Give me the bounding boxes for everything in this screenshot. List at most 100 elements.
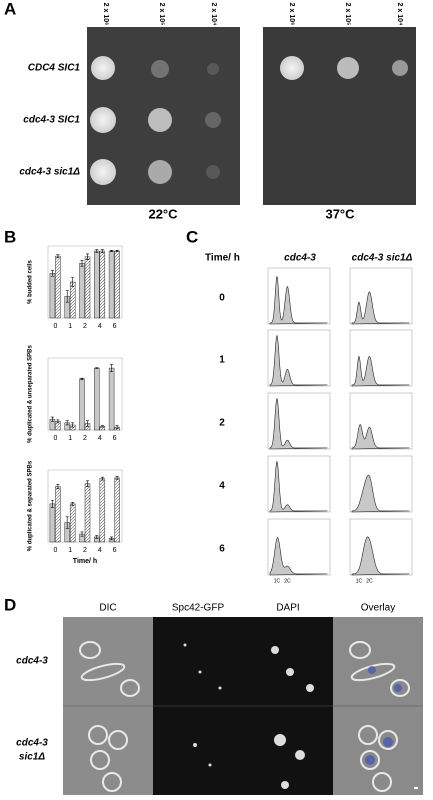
strain-label: sic1Δ bbox=[19, 752, 45, 763]
channel-label: DAPI bbox=[276, 603, 299, 614]
histogram-frame bbox=[349, 267, 413, 325]
error-bar bbox=[86, 480, 89, 487]
error-bar bbox=[56, 254, 60, 258]
error-bar bbox=[80, 531, 84, 537]
dilution-label: 2 x 10⁶ bbox=[288, 3, 295, 26]
error-bar bbox=[56, 419, 60, 424]
dilution-label: 2 x 10⁶ bbox=[102, 3, 109, 26]
strain-label: cdc4-3 SIC1 bbox=[23, 115, 80, 126]
histogram-frame bbox=[267, 455, 331, 513]
cells bbox=[79, 641, 410, 792]
error-bar bbox=[80, 260, 84, 267]
time-label: 2 bbox=[219, 418, 225, 429]
error-bar bbox=[95, 367, 99, 369]
error-bar bbox=[115, 250, 119, 253]
error-bar bbox=[86, 253, 89, 260]
error-bar bbox=[65, 516, 69, 529]
peak-label: 2C bbox=[366, 578, 373, 584]
strain-label: cdc4-3 sic1Δ bbox=[19, 167, 80, 178]
error-bar bbox=[80, 377, 84, 380]
error-bar bbox=[65, 420, 69, 426]
error-bar bbox=[110, 364, 114, 372]
error-bar bbox=[50, 416, 54, 422]
channel-label: Spc42-GFP bbox=[172, 603, 225, 614]
peak-label: 1C bbox=[274, 578, 281, 584]
x-tick-label: 6 bbox=[113, 547, 117, 554]
x-tick-label: 0 bbox=[53, 435, 57, 442]
error-bar bbox=[95, 249, 99, 253]
temperature: 22°C bbox=[148, 206, 178, 221]
x-tick-label: 2 bbox=[83, 435, 87, 442]
error-bar bbox=[71, 502, 75, 506]
error-bar bbox=[65, 290, 69, 303]
bar bbox=[84, 483, 91, 543]
panel-label: A bbox=[4, 0, 16, 18]
x-tick-label: 4 bbox=[98, 547, 102, 554]
error-bar bbox=[71, 422, 75, 428]
histogram-frame bbox=[267, 518, 331, 576]
bar bbox=[69, 281, 76, 319]
bar bbox=[79, 263, 85, 319]
strain-label: cdc4-3 bbox=[16, 738, 48, 749]
x-tick-label: 6 bbox=[113, 323, 117, 330]
colonies bbox=[90, 56, 408, 185]
panel-label: D bbox=[4, 595, 16, 614]
y-axis-label: % duplicated & unseparated SPBs bbox=[28, 344, 34, 442]
x-tick-label: 1 bbox=[68, 435, 72, 442]
bar bbox=[49, 503, 56, 543]
bar bbox=[99, 478, 106, 543]
channel-label: DIC bbox=[99, 603, 116, 614]
histogram bbox=[351, 423, 410, 450]
channel-label: Overlay bbox=[361, 603, 395, 614]
error-bar bbox=[100, 425, 104, 428]
histogram bbox=[269, 397, 328, 450]
bar bbox=[69, 503, 76, 543]
error-bar bbox=[50, 499, 54, 508]
time-label: 1 bbox=[219, 355, 225, 366]
x-tick-label: 0 bbox=[53, 323, 57, 330]
error-bar bbox=[50, 270, 54, 277]
error-bar bbox=[86, 420, 89, 427]
histogram bbox=[351, 474, 410, 513]
bar bbox=[79, 378, 85, 431]
histogram-frame bbox=[349, 455, 413, 513]
x-axis-label: Time/ h bbox=[73, 558, 97, 565]
strain-header: cdc4-3 sic1Δ bbox=[352, 253, 413, 264]
histogram bbox=[269, 460, 328, 513]
bar bbox=[84, 256, 91, 319]
dilution-label: 2 x 10⁵ bbox=[158, 3, 165, 26]
y-axis-label: % budded cells bbox=[28, 260, 34, 304]
temperature: 37°C bbox=[325, 206, 355, 221]
x-tick-label: 1 bbox=[68, 323, 72, 330]
histogram-frame bbox=[349, 392, 413, 450]
x-tick-label: 2 bbox=[83, 323, 87, 330]
bar bbox=[94, 367, 100, 431]
time-label: 6 bbox=[219, 544, 225, 555]
histogram-frame bbox=[267, 329, 331, 387]
x-tick-label: 1 bbox=[68, 547, 72, 554]
bar bbox=[55, 486, 61, 543]
histogram bbox=[351, 355, 410, 387]
strain-label: cdc4-3 bbox=[16, 656, 48, 667]
bar bbox=[99, 250, 106, 319]
histogram-frame bbox=[349, 518, 413, 576]
peak-label: 2C bbox=[284, 578, 291, 584]
bar bbox=[108, 250, 115, 319]
error-bar bbox=[100, 249, 104, 253]
histogram-frame bbox=[267, 392, 331, 450]
peak-label: 1C bbox=[356, 578, 363, 584]
bar bbox=[55, 255, 61, 319]
y-axis-label: % duplicated & separated SPBs bbox=[28, 460, 34, 551]
error-bar bbox=[71, 277, 75, 287]
time-label: 4 bbox=[219, 481, 225, 492]
histogram-frame bbox=[267, 267, 331, 325]
time-label: 0 bbox=[219, 293, 225, 304]
strain-label: CDC4 SIC1 bbox=[28, 63, 81, 74]
error-bar bbox=[110, 250, 114, 253]
error-bar bbox=[110, 536, 114, 541]
error-bar bbox=[100, 476, 104, 481]
panel-label: B bbox=[4, 227, 16, 246]
x-tick-label: 6 bbox=[113, 435, 117, 442]
time-header: Time/ h bbox=[205, 253, 240, 264]
